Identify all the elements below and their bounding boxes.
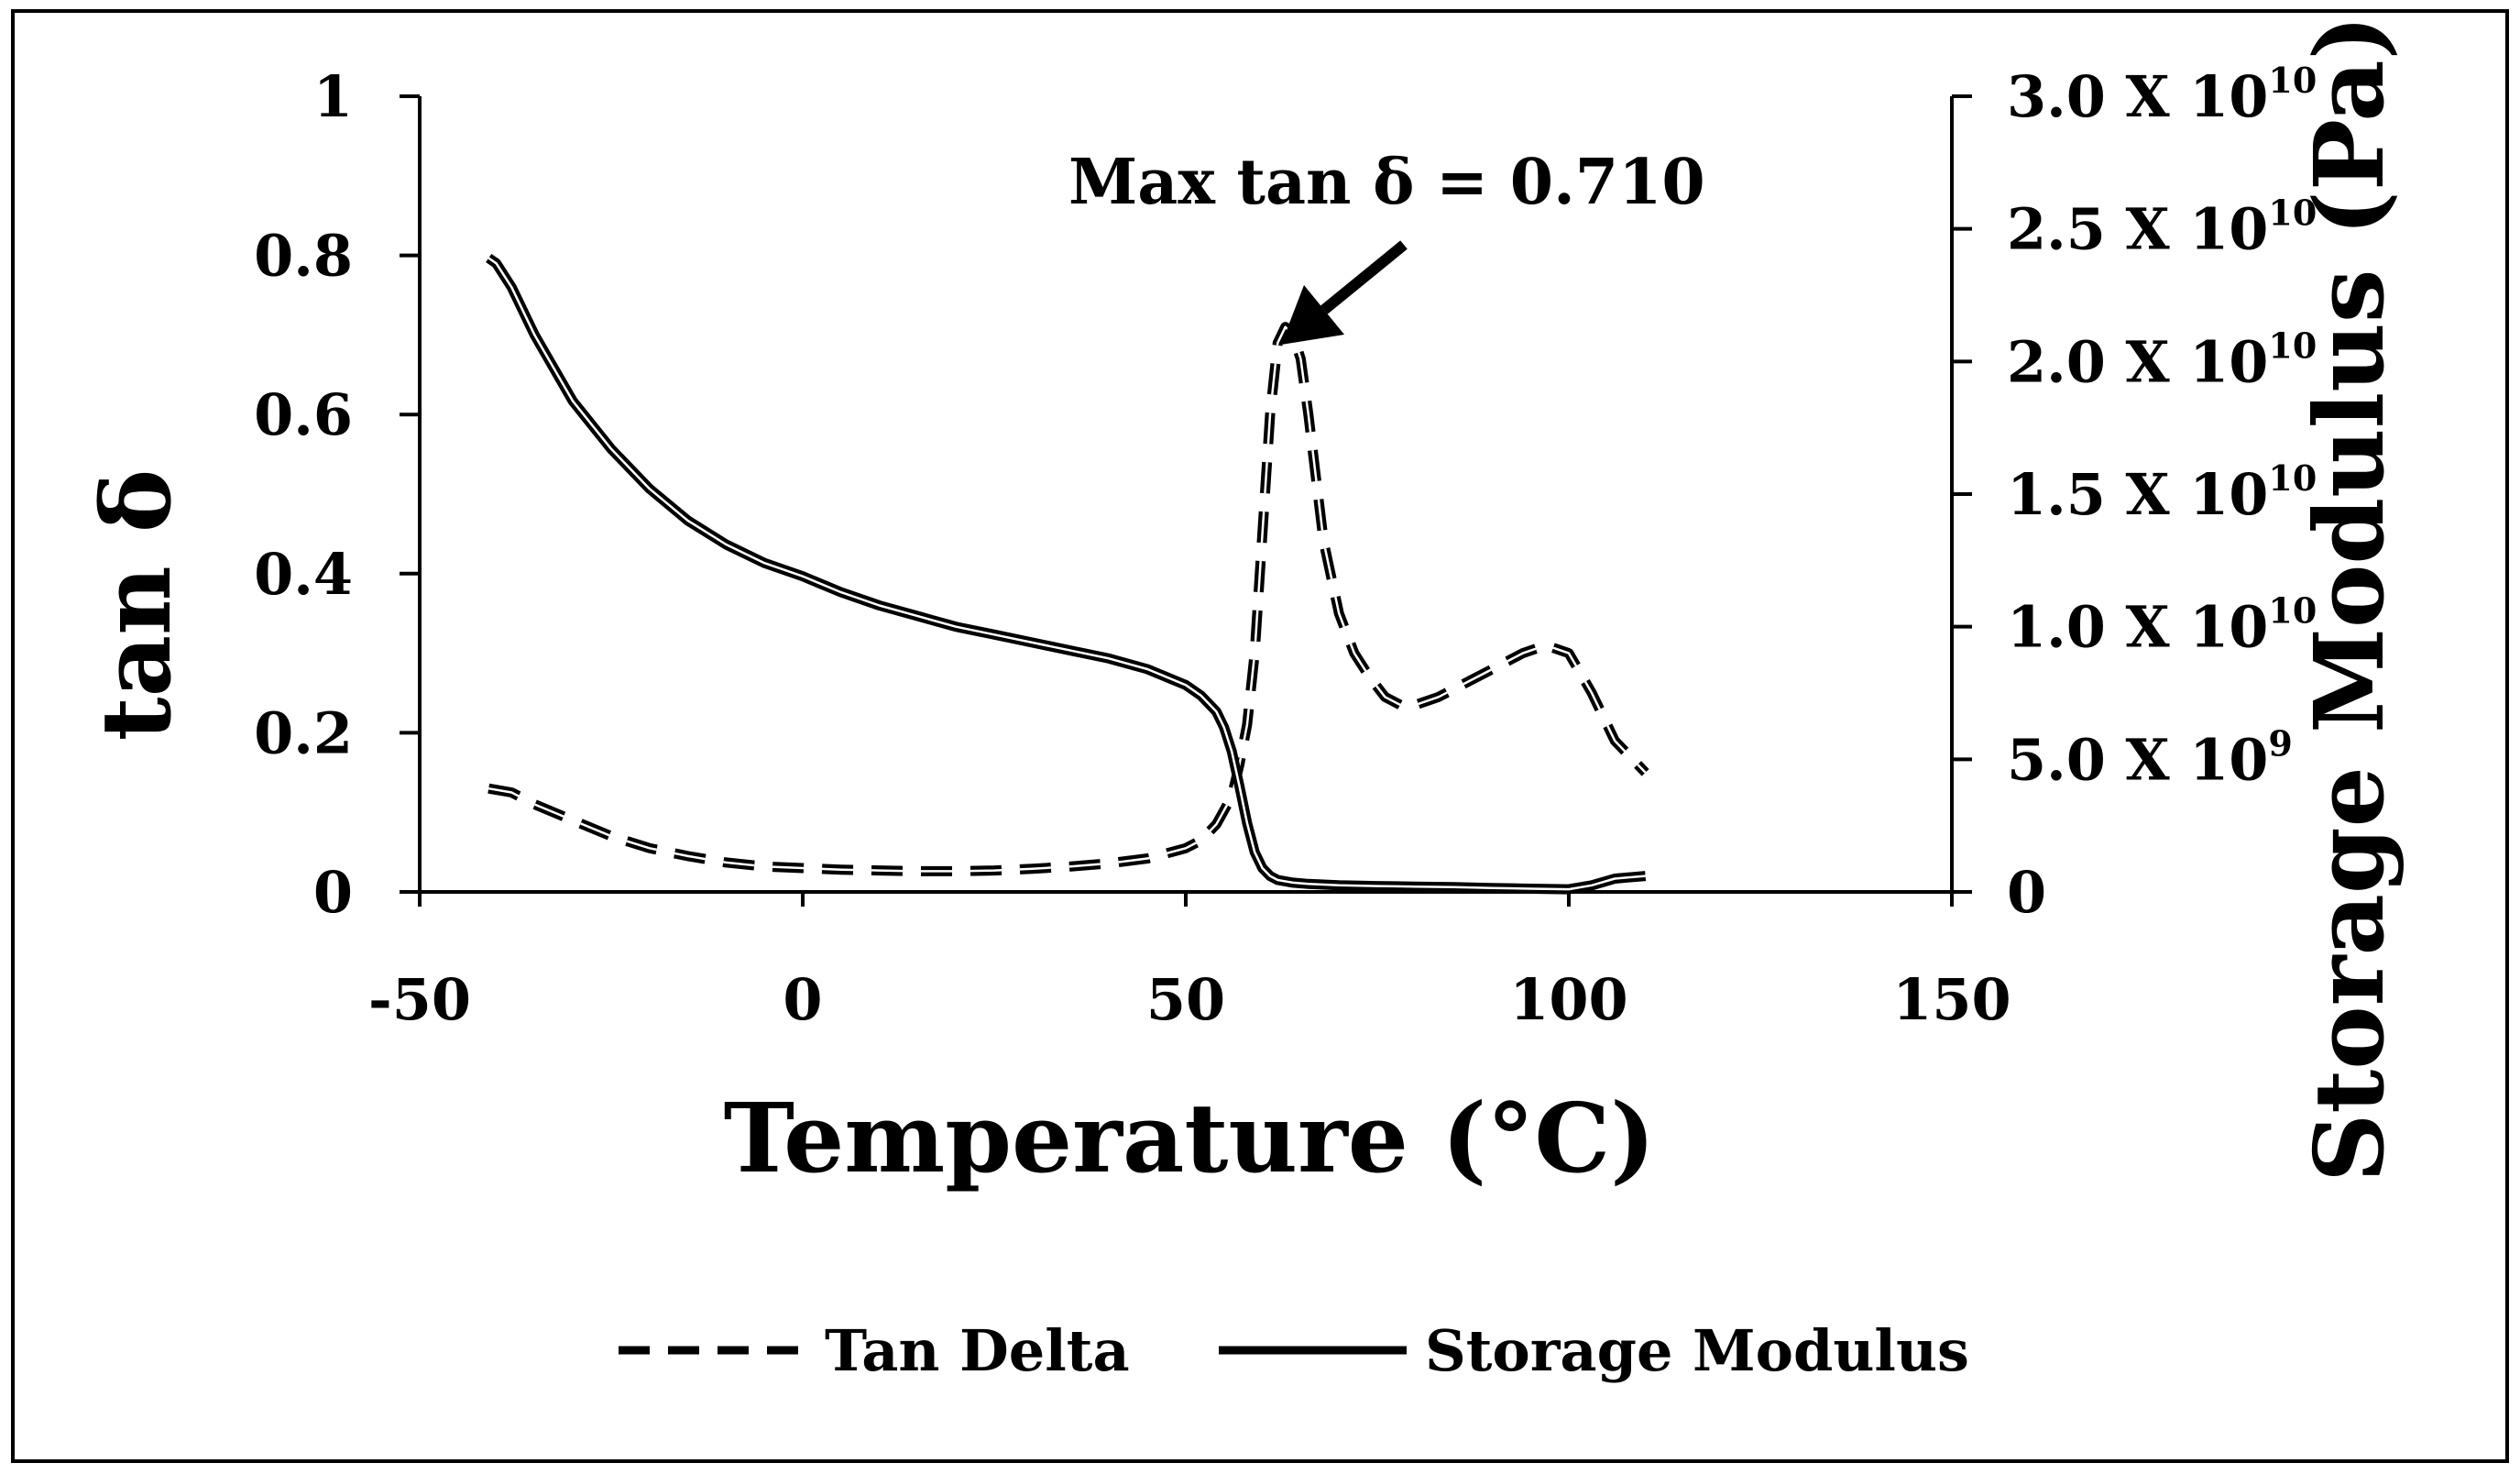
y2-tick-label: 0	[2007, 859, 2046, 926]
y2-axis-title: Storage Modulus (Pa)	[2293, 15, 2405, 1182]
y2-tick-exponent: 10	[2268, 457, 2317, 499]
x-axis-title: Temperature (°C)	[724, 1082, 1656, 1194]
y2-tick-label: 1.5 X 1010	[2007, 457, 2317, 528]
x-tick-label: 150	[1892, 966, 2011, 1033]
series-storage-modulus	[486, 253, 1647, 895]
series-storage-modulus-line-highlight	[488, 257, 1646, 891]
series-tan-delta-line-highlight	[488, 325, 1647, 873]
y2-axis-ticks: 0 5.0 X 109 1.0 X 1010 1.5 X 1010 2.0 X 1010…	[1952, 60, 2317, 926]
y2-tick-label: 2.5 X 1010	[2007, 192, 2317, 263]
series-tan-delta	[488, 322, 1649, 876]
y2-tick-exponent: 10	[2268, 60, 2317, 101]
legend: Tan Delta Storage Modulus	[619, 1317, 1969, 1384]
y-tick-label: 0.8	[254, 223, 353, 290]
figure-frame	[11, 9, 2509, 1463]
y-tick-label: 1	[313, 63, 353, 130]
y2-tick-exponent: 10	[2268, 324, 2317, 366]
x-axis-ticks: -50 0 50 100 150	[368, 892, 2011, 1033]
y2-tick-exponent: 9	[2268, 722, 2292, 764]
y-tick-label: 0.2	[254, 699, 353, 766]
legend-tan-delta-label: Tan Delta	[825, 1317, 1130, 1384]
max-annotation-arrow-shaft	[1320, 240, 1408, 314]
x-tick-label: 0	[783, 966, 822, 1033]
y2-tick-label: 1.0 X 1010	[2007, 590, 2317, 661]
y2-tick-label: 5.0 X 109	[2007, 722, 2293, 793]
series-layer	[486, 253, 1649, 895]
y2-tick-label: 2.0 X 1010	[2007, 324, 2317, 395]
y-tick-label: 0.6	[254, 381, 353, 448]
y2-tick-label: 3.0 X 1010	[2007, 60, 2317, 130]
x-tick-label: 100	[1509, 966, 1627, 1033]
y-tick-label: 0	[313, 859, 353, 926]
y-axis-ticks: 0 0.2 0.4 0.6 0.8 1	[254, 63, 420, 926]
y2-tick-exponent: 10	[2268, 192, 2317, 234]
max-annotation-arrow-head	[1281, 285, 1344, 345]
max-annotation: Max tan δ = 0.710	[1068, 146, 1705, 345]
y2-tick-exponent: 10	[2268, 590, 2317, 632]
x-tick-label: -50	[368, 966, 471, 1033]
x-tick-label: 50	[1146, 966, 1225, 1033]
y-axis-title: tan δ	[80, 469, 192, 742]
y-tick-label: 0.4	[254, 541, 353, 608]
legend-storage-modulus-label: Storage Modulus	[1425, 1317, 1969, 1384]
max-annotation-label: Max tan δ = 0.710	[1068, 146, 1705, 219]
